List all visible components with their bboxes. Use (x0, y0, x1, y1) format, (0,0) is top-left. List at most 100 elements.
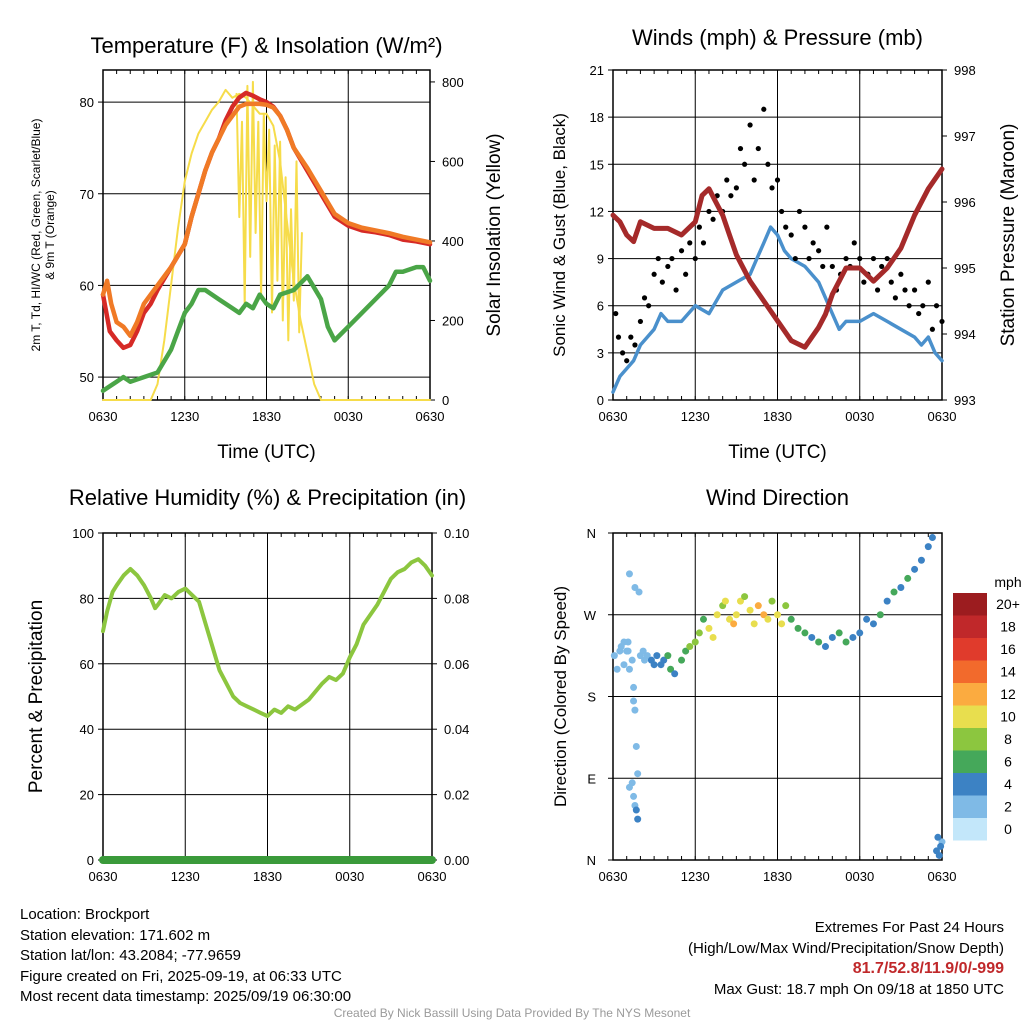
gust-point (615, 334, 622, 340)
direction-point (631, 584, 639, 591)
colorbar-swatch (953, 728, 987, 751)
colorbar-label: mph (994, 574, 1021, 590)
gust-point (659, 279, 665, 285)
y-tick-label-right: 0.00 (444, 853, 469, 868)
gust-point (624, 358, 630, 364)
gust-point (641, 295, 648, 301)
colorbar-tick-label: 12 (1000, 686, 1016, 702)
direction-point (934, 833, 942, 841)
x-axis-label: Time (UTC) (217, 442, 316, 463)
direction-point (741, 593, 749, 601)
direction-point (928, 534, 936, 542)
y-tick-label-left: 60 (80, 657, 94, 672)
direction-point (650, 661, 658, 669)
colorbar-tick-label: 0 (1004, 821, 1012, 837)
y-tick-label-right: 0.06 (444, 657, 469, 672)
x-tick-label: 1230 (171, 869, 200, 884)
gust-point (765, 161, 771, 167)
direction-point (691, 638, 699, 646)
y-tick-label-left: 9 (597, 252, 604, 267)
colorbar-swatch (953, 615, 987, 638)
gust-point (655, 255, 661, 262)
gust-point (829, 263, 835, 270)
gust-point (665, 263, 671, 270)
y-tick-label-right: 400 (442, 234, 464, 249)
gust-point (669, 255, 675, 262)
direction-point (625, 570, 633, 578)
insolation-line (235, 80, 303, 342)
y-tick-label-left: N (587, 853, 596, 868)
direction-point (801, 629, 809, 637)
y-axis-label-right: Solar Insolation (Yellow) (484, 133, 505, 336)
x-tick-label: 0630 (89, 869, 118, 884)
colorbar-tick-label: 18 (1000, 619, 1016, 635)
x-tick-label: 0630 (599, 869, 628, 884)
humidity-line (101, 557, 434, 719)
colorbar-swatch (953, 750, 987, 773)
direction-point (682, 647, 690, 655)
gust-point (843, 255, 849, 262)
direction-point (821, 643, 829, 651)
x-tick-label: 0030 (845, 869, 874, 884)
y-axis-label-left: Direction (Colored By Speed) (551, 586, 570, 807)
colorbar-swatch (953, 705, 987, 728)
direction-point (890, 588, 898, 596)
direction-point (782, 602, 790, 610)
direction-point (664, 652, 672, 660)
direction-point (634, 815, 642, 823)
panel-title: Relative Humidity (%) & Precipitation (i… (69, 485, 466, 510)
y-tick-label-right: 0.02 (444, 788, 469, 803)
gust-point (619, 350, 626, 356)
colorbar-tick-label: 2 (1004, 799, 1012, 815)
gust-point (806, 255, 812, 262)
extremes-subtitle: (High/Low/Max Wind/Precipitation/Snow De… (688, 939, 1004, 957)
x-tick-label: 0630 (418, 869, 447, 884)
y-label-line: & 9m T (Orange) (43, 190, 57, 280)
y-tick-label-right: 997 (954, 129, 976, 144)
x-tick-label: 0030 (335, 869, 364, 884)
gust-point (870, 255, 877, 262)
elevation-text: Station elevation: 171.602 m (20, 926, 211, 944)
y-tick-label-right: 800 (442, 75, 464, 90)
direction-point (610, 652, 618, 660)
gust-point (861, 279, 867, 285)
gust-point (755, 145, 761, 152)
gust-point (683, 271, 689, 277)
colorbar-tick-label: 20+ (996, 596, 1020, 612)
gust-point (728, 193, 734, 199)
direction-point (768, 597, 776, 605)
created-text: Figure created on Fri, 2025-09-19, at 06… (20, 967, 342, 985)
direction-point (863, 615, 871, 623)
max-gust-text: Max Gust: 18.7 mph On 09/18 at 1850 UTC (713, 980, 1004, 998)
gust-point (733, 185, 739, 191)
direction-point (705, 624, 713, 632)
panel-title: Wind Direction (706, 485, 849, 510)
direction-point (620, 638, 628, 646)
y-tick-label-left: 70 (80, 187, 94, 202)
gust-point (820, 263, 826, 270)
direction-point (794, 624, 802, 632)
gust-point (898, 271, 904, 277)
y-tick-label-left: 15 (590, 157, 604, 172)
y-tick-label-left: 6 (597, 299, 604, 314)
colorbar-swatch (953, 660, 987, 683)
direction-point (937, 842, 945, 850)
direction-point (625, 665, 633, 673)
direction-point (911, 565, 919, 573)
direction-point (732, 611, 740, 619)
direction-point (849, 633, 857, 641)
x-tick-label: 1830 (253, 869, 282, 884)
direction-point (808, 633, 816, 641)
direction-point (653, 652, 661, 660)
gust-point (673, 287, 679, 293)
y-tick-label-right: 0.04 (444, 722, 469, 737)
colorbar-tick-label: 6 (1004, 754, 1012, 770)
recent-text: Most recent data timestamp: 2025/09/19 0… (20, 988, 352, 1005)
direction-point (917, 556, 925, 564)
pressure-line (610, 166, 945, 350)
gust-point (696, 224, 702, 230)
sonic-wind-line (611, 225, 944, 394)
direction-point (667, 665, 675, 673)
gust-point (747, 122, 753, 128)
direction-point (736, 597, 744, 605)
